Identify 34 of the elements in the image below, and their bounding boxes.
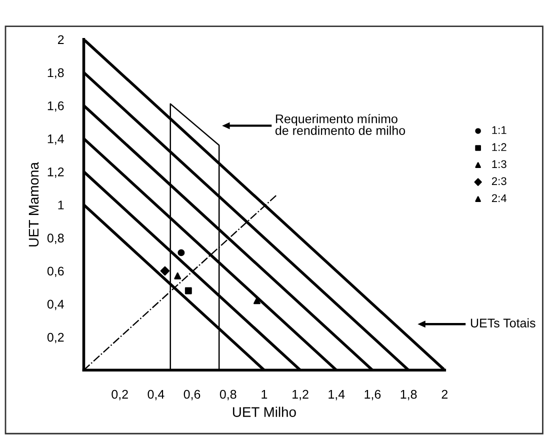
point <box>174 272 182 280</box>
y-tick-label: 1 <box>58 200 64 210</box>
y-axis-title: UET Mamona <box>28 162 39 246</box>
y-tick-label: 0,8 <box>47 234 64 244</box>
x-tick-label: 0,2 <box>112 390 128 400</box>
legend-label: 2:4 <box>492 194 507 202</box>
point <box>184 287 192 294</box>
y-tick-label: 1,6 <box>48 101 64 112</box>
y-tick-label: 1,8 <box>48 68 64 79</box>
y-tick-label: 1,4 <box>48 134 64 145</box>
x-tick-label: 1,2 <box>292 390 308 400</box>
y-tick-label: 0,2 <box>47 332 64 344</box>
point <box>160 266 170 276</box>
annotation: Requerimento mínimo de rendimento de milho <box>275 114 406 135</box>
legend-label: 2:3 <box>492 177 506 186</box>
point <box>178 249 185 256</box>
x-tick-label: 0,6 <box>184 390 200 400</box>
y-tick-label: 1,2 <box>48 167 64 178</box>
x-tick-label: 2 <box>442 390 448 399</box>
x-tick-label: 1 <box>262 390 268 399</box>
x-tick-label: 1,4 <box>328 390 345 400</box>
y-tick-label: 0,6 <box>47 266 64 278</box>
legend-label: 1:2 <box>492 143 506 151</box>
y-tick-label: 0,4 <box>47 300 64 310</box>
legend-label: 1:3 <box>492 160 506 168</box>
y-tick-label: 2 <box>58 35 64 44</box>
x-tick-label: 0,8 <box>220 390 236 400</box>
legend-label: 1:1 <box>492 126 506 134</box>
x-axis-title: UET Milho <box>232 406 296 417</box>
x-tick-label: 0,4 <box>148 390 164 400</box>
text: UETs Totais <box>470 318 536 328</box>
point <box>254 297 260 304</box>
x-tick-label: 1,8 <box>400 390 417 400</box>
x-tick-label: 1,6 <box>364 390 381 400</box>
